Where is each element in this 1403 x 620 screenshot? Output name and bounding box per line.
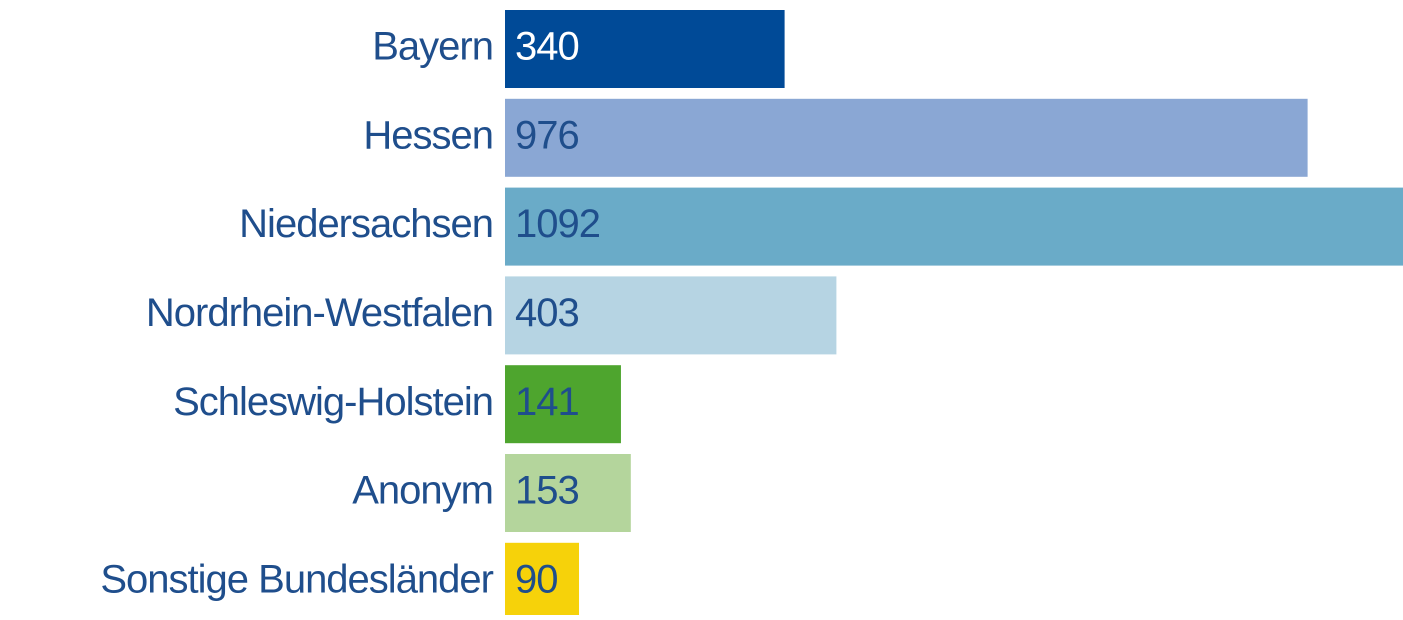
- category-label: Nordrhein-Westfalen: [146, 291, 493, 335]
- value-label: 976: [515, 113, 579, 157]
- bar: [505, 187, 1403, 266]
- category-label: Hessen: [363, 113, 493, 157]
- value-label: 141: [515, 380, 579, 424]
- bar: [505, 365, 621, 444]
- value-label: 403: [515, 291, 579, 335]
- value-label: 90: [515, 557, 558, 601]
- value-label: 340: [515, 25, 579, 69]
- category-label: Bayern: [372, 25, 493, 69]
- category-label: Anonym: [352, 469, 493, 513]
- bar: [505, 454, 631, 532]
- bar: [505, 98, 1308, 177]
- bar: [505, 276, 837, 355]
- value-label: 153: [515, 469, 579, 513]
- bar: [505, 542, 580, 620]
- bar: [505, 10, 785, 88]
- category-label: Sonstige Bundesländer: [100, 557, 493, 601]
- value-label: 1092: [515, 202, 600, 246]
- category-label: Niedersachsen: [239, 202, 493, 246]
- category-label: Schleswig-Holstein: [173, 380, 493, 424]
